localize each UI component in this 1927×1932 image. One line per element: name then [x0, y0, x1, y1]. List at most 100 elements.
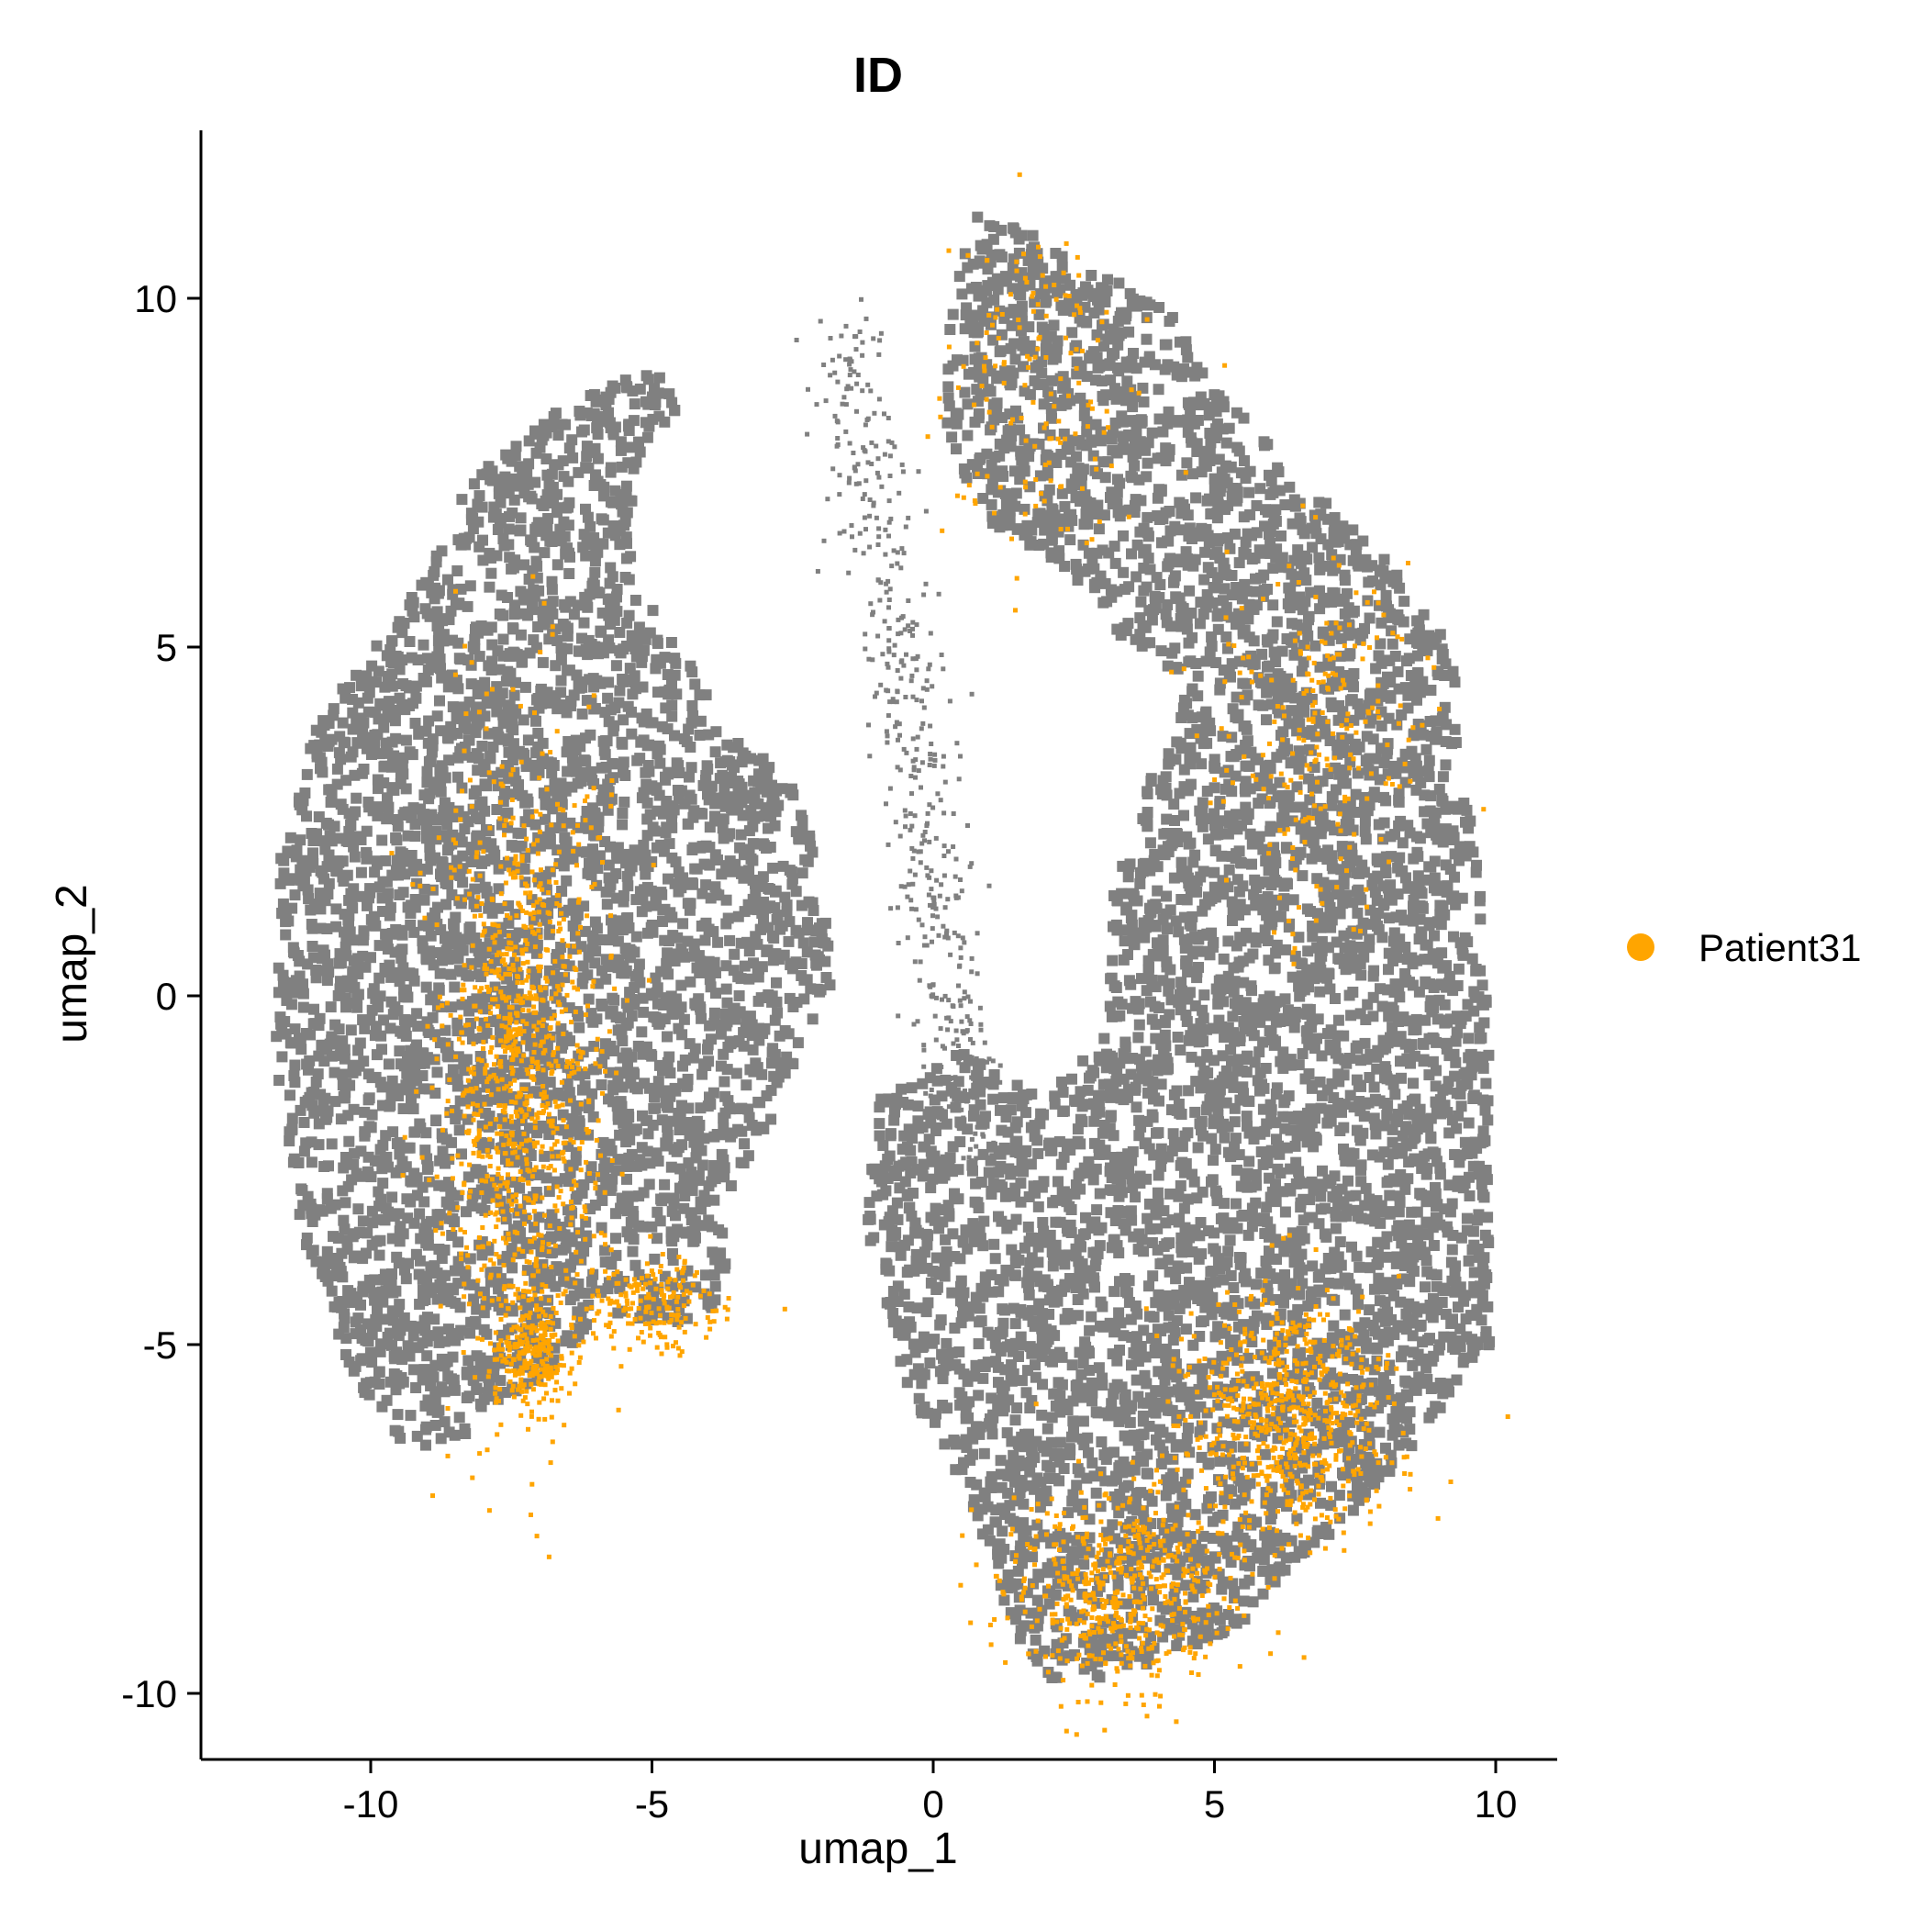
- cell-point-gray: [1194, 618, 1206, 630]
- cell-point-gray: [1425, 1131, 1437, 1143]
- cell-point-gray: [1436, 947, 1448, 959]
- cell-point-gray: [1181, 457, 1193, 469]
- cell-point-gray: [1368, 1081, 1380, 1093]
- cell-point-gray: [1208, 1243, 1220, 1255]
- cell-point-gray: [629, 595, 641, 606]
- cell-point-gray: [1470, 866, 1482, 878]
- cell-point-gray: [652, 1233, 663, 1245]
- cell-point-gray: [903, 1202, 915, 1214]
- cell-point-gray: [1147, 1270, 1159, 1282]
- cell-point-gray: [922, 1297, 934, 1309]
- cell-point-gray: [1423, 754, 1435, 766]
- cell-point-gray: [1197, 1004, 1209, 1016]
- cell-point-gray: [1384, 1189, 1396, 1201]
- cell-point-gray: [986, 1329, 998, 1341]
- cell-point-gray: [1169, 642, 1181, 654]
- cell-point-gray: [1176, 1156, 1188, 1168]
- cell-point-gray: [975, 1177, 987, 1188]
- cell-point-gray: [1448, 931, 1459, 943]
- cell-point-gray: [1311, 873, 1323, 885]
- cell-point-gray: [730, 1067, 742, 1079]
- cell-point-gray: [796, 867, 808, 879]
- cell-point-gray: [506, 563, 518, 575]
- cell-point-gray: [1395, 1055, 1406, 1067]
- cell-point-gray: [497, 633, 509, 645]
- cell-point-gray: [1014, 1633, 1026, 1645]
- cell-point-gray: [1465, 815, 1476, 827]
- cell-point-gray: [1187, 1591, 1199, 1603]
- cell-point-gray: [1394, 852, 1406, 864]
- cell-point-gray: [351, 669, 362, 681]
- cell-point-gray: [1253, 1046, 1265, 1058]
- cell-point-gray: [1227, 1011, 1239, 1022]
- cell-point-gray: [449, 1429, 461, 1441]
- cell-point-gray: [783, 935, 795, 947]
- cell-point-gray: [1172, 1032, 1184, 1043]
- cell-point-gray: [1447, 1313, 1458, 1325]
- cell-point-gray: [1458, 1295, 1470, 1307]
- cell-point-gray: [1066, 1431, 1077, 1443]
- cell-point-gray: [1266, 1368, 1278, 1379]
- cell-point-gray: [608, 994, 620, 1006]
- cell-point-gray: [1148, 604, 1160, 616]
- cell-point-gray: [352, 1044, 364, 1056]
- cell-point-gray: [544, 535, 556, 547]
- cell-point-gray: [973, 326, 985, 338]
- cell-point-gray: [392, 1409, 404, 1421]
- cell-point-gray: [1474, 1022, 1486, 1033]
- cell-point-gray: [1463, 1117, 1475, 1129]
- cell-point-gray: [636, 1026, 648, 1038]
- cell-point-gray: [622, 880, 634, 892]
- cell-point-gray: [1437, 771, 1449, 783]
- cell-point-gray: [1248, 1212, 1260, 1224]
- cell-point-gray: [610, 660, 622, 672]
- cell-point-gray: [1198, 989, 1210, 1001]
- cell-point-gray: [278, 867, 290, 879]
- cell-point-gray: [1048, 319, 1060, 331]
- cell-point-gray: [962, 1123, 974, 1135]
- cell-point-gray: [877, 1140, 889, 1151]
- cell-point-gray: [652, 638, 663, 649]
- cell-point-gray: [1353, 1261, 1365, 1273]
- cell-point-gray: [473, 490, 485, 502]
- cell-point-gray: [962, 398, 974, 410]
- cell-point-gray: [1122, 618, 1134, 630]
- cell-point-gray: [1313, 552, 1325, 564]
- cell-point-gray: [1364, 1304, 1376, 1316]
- cell-point-gray: [451, 565, 463, 576]
- cell-point-gray: [964, 1477, 976, 1488]
- cell-point-gray: [1067, 1415, 1079, 1427]
- cell-point-gray: [446, 1136, 457, 1148]
- cell-point-gray: [1108, 541, 1120, 553]
- cell-point-gray: [1378, 553, 1390, 565]
- cell-point-gray: [563, 568, 575, 579]
- cell-point-gray: [1446, 1244, 1458, 1256]
- cell-point-gray: [977, 1372, 989, 1384]
- cell-point-gray: [339, 1312, 351, 1324]
- cell-point-gray: [1353, 1299, 1364, 1311]
- cell-point-gray: [640, 396, 652, 408]
- cell-point-gray: [518, 863, 530, 875]
- cell-point-gray: [792, 1037, 804, 1049]
- cell-point-gray: [1086, 270, 1097, 281]
- cell-point-gray: [546, 575, 558, 587]
- cell-point-gray: [361, 670, 373, 682]
- cell-point-gray: [1423, 1412, 1435, 1424]
- cell-point-gray: [1024, 1402, 1036, 1413]
- cell-point-gray: [1037, 1217, 1049, 1228]
- cell-point-gray: [284, 1089, 295, 1101]
- cell-point-gray: [1090, 1108, 1102, 1120]
- cell-point-gray: [724, 934, 736, 946]
- cell-point-gray: [1018, 454, 1030, 466]
- cell-point-gray: [1307, 542, 1319, 553]
- cell-point-gray: [874, 1118, 886, 1130]
- cell-point-gray: [297, 1001, 309, 1013]
- cell-point-gray: [653, 372, 665, 384]
- cell-point-gray: [771, 977, 782, 988]
- cell-point-gray: [386, 1191, 398, 1203]
- cell-point-gray: [1005, 1168, 1017, 1180]
- cell-point-gray: [271, 1031, 283, 1043]
- cell-point-gray: [1160, 609, 1172, 620]
- cell-point-gray: [1093, 523, 1105, 535]
